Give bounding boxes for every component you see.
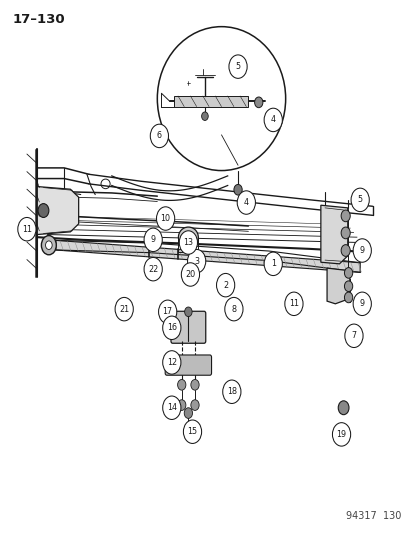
- Circle shape: [352, 239, 370, 262]
- Circle shape: [184, 408, 192, 418]
- Text: 9: 9: [359, 300, 364, 308]
- Circle shape: [344, 281, 352, 292]
- Text: 11: 11: [288, 300, 298, 308]
- Circle shape: [144, 228, 162, 252]
- Text: 8: 8: [231, 305, 236, 313]
- Circle shape: [222, 380, 240, 403]
- Text: 94317  130: 94317 130: [345, 511, 401, 521]
- Circle shape: [263, 252, 282, 276]
- Text: 17–130: 17–130: [12, 13, 65, 26]
- Circle shape: [284, 292, 302, 316]
- Text: 12: 12: [166, 358, 176, 367]
- Polygon shape: [173, 96, 248, 107]
- Text: 6: 6: [157, 132, 161, 140]
- FancyBboxPatch shape: [171, 311, 205, 343]
- Circle shape: [156, 207, 174, 230]
- Text: 15: 15: [187, 427, 197, 436]
- Circle shape: [190, 400, 199, 410]
- Circle shape: [340, 245, 349, 256]
- Circle shape: [184, 307, 192, 317]
- Text: 4: 4: [243, 198, 248, 207]
- Ellipse shape: [178, 227, 198, 247]
- Text: 5: 5: [235, 62, 240, 71]
- Circle shape: [162, 351, 180, 374]
- Circle shape: [332, 423, 350, 446]
- Circle shape: [233, 184, 242, 195]
- Text: 9: 9: [150, 236, 155, 244]
- Text: 9: 9: [359, 246, 364, 255]
- Circle shape: [340, 210, 349, 222]
- Circle shape: [350, 188, 368, 212]
- Text: 19: 19: [336, 430, 346, 439]
- Text: 22: 22: [148, 265, 158, 273]
- Text: 10: 10: [160, 214, 170, 223]
- Circle shape: [183, 420, 201, 443]
- Circle shape: [162, 396, 180, 419]
- Circle shape: [201, 112, 208, 120]
- Circle shape: [254, 97, 262, 108]
- Circle shape: [38, 204, 49, 217]
- Circle shape: [344, 324, 362, 348]
- Text: 11: 11: [22, 225, 32, 233]
- Ellipse shape: [183, 232, 193, 243]
- Circle shape: [177, 379, 185, 390]
- Polygon shape: [320, 205, 347, 264]
- Text: 7: 7: [351, 332, 356, 340]
- Text: 18: 18: [226, 387, 236, 396]
- Text: 4: 4: [270, 116, 275, 124]
- Text: 17: 17: [162, 308, 172, 316]
- Circle shape: [115, 297, 133, 321]
- FancyBboxPatch shape: [165, 355, 211, 375]
- Text: 14: 14: [166, 403, 176, 412]
- Polygon shape: [326, 268, 349, 304]
- Polygon shape: [56, 240, 359, 272]
- Circle shape: [224, 297, 242, 321]
- Circle shape: [190, 379, 199, 390]
- Circle shape: [344, 268, 352, 278]
- Circle shape: [144, 257, 162, 281]
- Text: 21: 21: [119, 305, 129, 313]
- Circle shape: [340, 227, 349, 239]
- Circle shape: [158, 300, 176, 324]
- Circle shape: [177, 400, 185, 410]
- Circle shape: [337, 401, 348, 415]
- Text: 20: 20: [185, 270, 195, 279]
- Text: 2: 2: [223, 281, 228, 289]
- Text: 16: 16: [166, 324, 176, 332]
- Circle shape: [18, 217, 36, 241]
- Circle shape: [344, 292, 352, 303]
- Circle shape: [179, 231, 197, 254]
- Text: 13: 13: [183, 238, 193, 247]
- Circle shape: [352, 292, 370, 316]
- Circle shape: [181, 263, 199, 286]
- Text: 1: 1: [270, 260, 275, 268]
- Text: 5: 5: [357, 196, 362, 204]
- Circle shape: [216, 273, 234, 297]
- Circle shape: [237, 191, 255, 214]
- Circle shape: [187, 249, 205, 273]
- Circle shape: [162, 316, 180, 340]
- Circle shape: [45, 241, 52, 249]
- Circle shape: [263, 108, 282, 132]
- Circle shape: [41, 236, 56, 255]
- Circle shape: [150, 124, 168, 148]
- Circle shape: [228, 55, 247, 78]
- Polygon shape: [37, 187, 78, 235]
- Text: 3: 3: [194, 257, 199, 265]
